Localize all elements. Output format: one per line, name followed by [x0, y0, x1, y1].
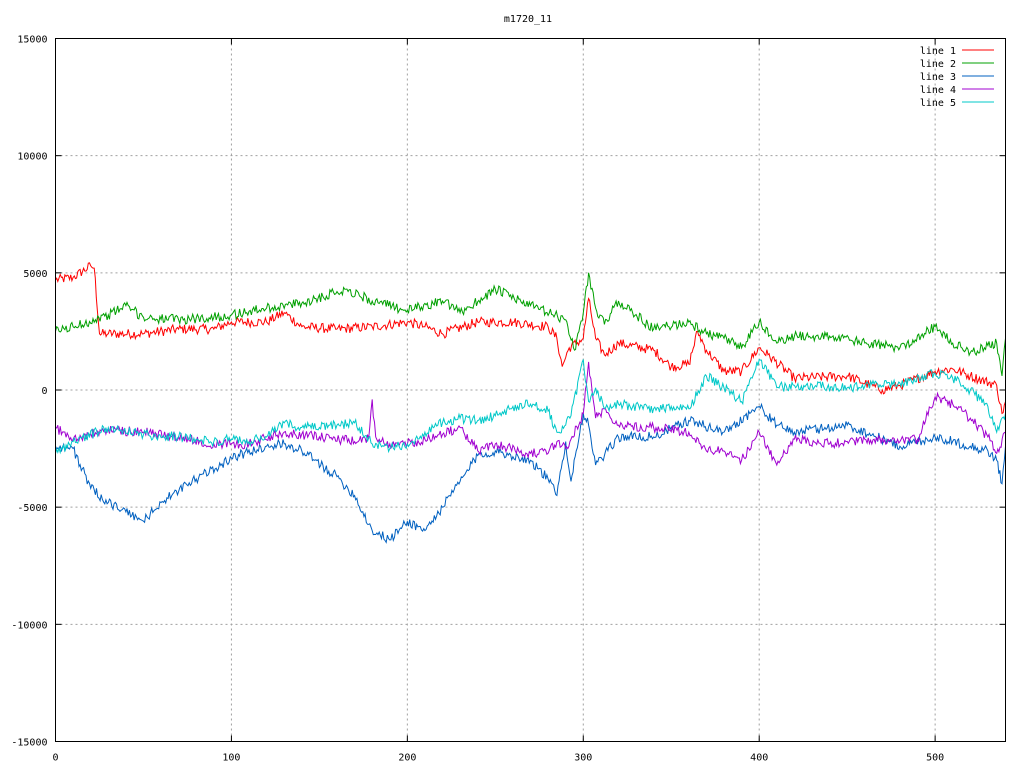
tick-layer: 15000 10000 5000 0 -5000 -10000 -15000 0 100 200 3…	[11, 35, 1006, 764]
x-tick-label: 500	[926, 753, 944, 764]
series-layer	[55, 262, 1006, 544]
x-tick-label: 300	[574, 753, 592, 764]
legend-label: line 3	[920, 72, 956, 83]
chart-title: m1720_11	[504, 14, 552, 25]
y-tick-label: 5000	[23, 269, 47, 280]
legend-label: line 1	[920, 46, 956, 57]
legend-label: line 2	[920, 59, 956, 70]
legend: line 1 line 2 line 3 line 4 line 5	[920, 46, 994, 109]
y-tick-label: 0	[41, 386, 47, 397]
legend-label: line 5	[920, 98, 956, 109]
series-line-2	[55, 272, 1006, 376]
x-tick-label: 200	[398, 753, 416, 764]
x-tick-label: 0	[52, 753, 58, 764]
y-tick-label: 10000	[17, 152, 47, 163]
y-tick-label: -5000	[17, 503, 47, 514]
y-tick-label: 15000	[17, 35, 47, 46]
legend-label: line 4	[920, 85, 956, 96]
y-tick-label: -10000	[11, 620, 47, 631]
series-line-5	[55, 358, 1006, 455]
x-tick-label: 100	[222, 753, 240, 764]
series-line-3	[55, 402, 1006, 544]
series-line-1	[55, 262, 1006, 415]
series-line-4	[55, 361, 1006, 467]
x-tick-label: 400	[750, 753, 768, 764]
y-tick-label: -15000	[11, 738, 47, 749]
grid-layer	[55, 38, 1006, 742]
